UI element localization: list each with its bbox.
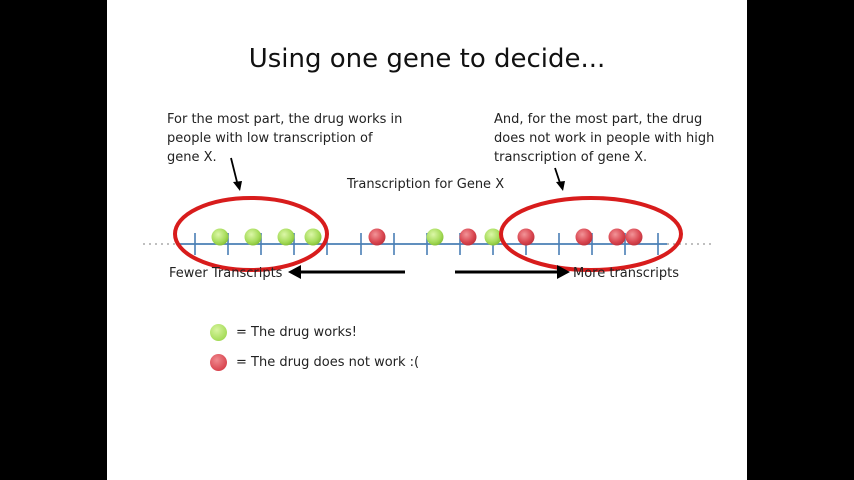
data-point-works [485, 229, 502, 246]
slide: Using one gene to decide... For the most… [107, 0, 747, 480]
data-point-works [427, 229, 444, 246]
data-point-fails [609, 229, 626, 246]
green-dot-icon [210, 324, 227, 341]
data-point-works [245, 229, 262, 246]
data-point-works [212, 229, 229, 246]
legend-works: = The drug works! [210, 322, 357, 342]
pointer-arrow-left [231, 158, 242, 191]
red-dot-icon [210, 354, 227, 371]
data-point-fails [460, 229, 477, 246]
data-point-fails [626, 229, 643, 246]
data-point-fails [576, 229, 593, 246]
legend-fails-label: = The drug does not work :( [236, 355, 419, 370]
data-point-fails [518, 229, 535, 246]
data-point-fails [369, 229, 386, 246]
legend-works-label: = The drug works! [236, 325, 357, 340]
pointer-arrow-right [555, 168, 565, 191]
fewer-arrow [288, 265, 405, 279]
more-transcripts-label: More transcripts [573, 266, 679, 281]
data-point-works [278, 229, 295, 246]
data-point-works [305, 229, 322, 246]
legend-fails: = The drug does not work :( [210, 352, 419, 372]
fewer-transcripts-label: Fewer Transcripts [169, 266, 282, 281]
transcription-diagram [107, 0, 747, 480]
